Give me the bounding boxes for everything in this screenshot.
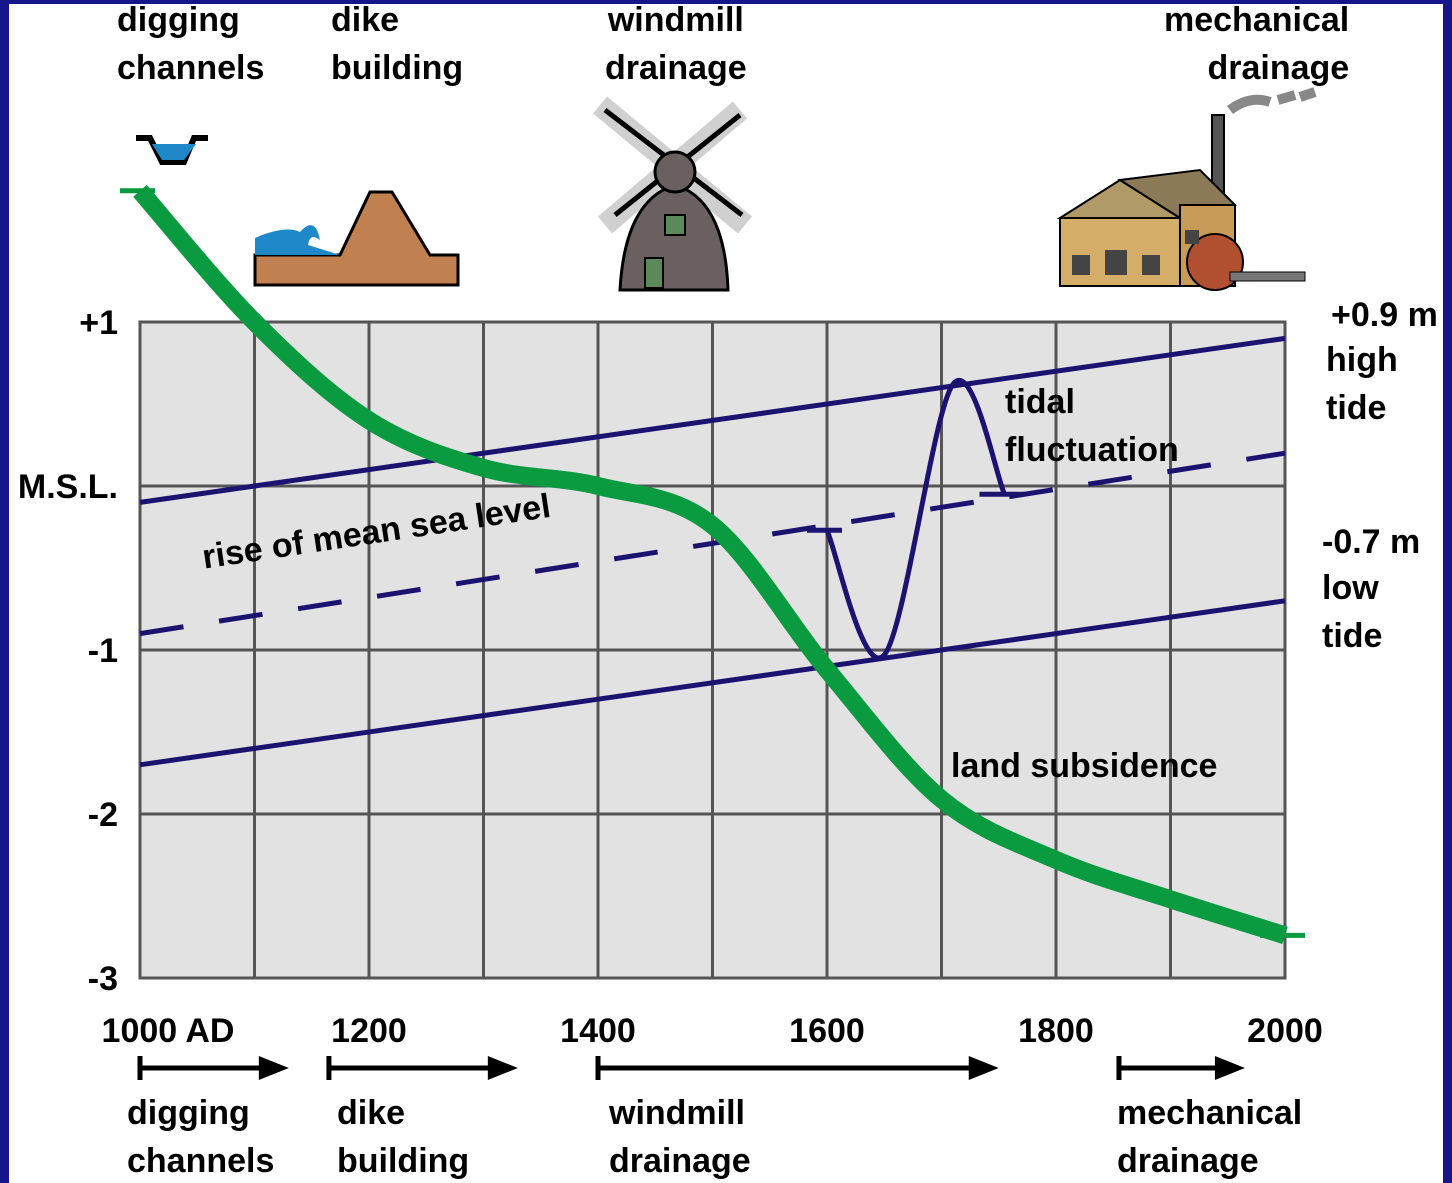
- chart: +1 M.S.L. -1 -2 -3 1000 AD 1200 1400 1600 1800 200…: [0, 0, 1452, 1183]
- x-tick-label: 1400: [560, 1012, 636, 1050]
- icons: [136, 92, 1315, 290]
- phase-label: digging channels: [127, 1089, 274, 1183]
- tidal-label: tidal fluctuation: [1005, 378, 1179, 474]
- x-tick-label: 2000: [1247, 1012, 1323, 1050]
- high-tide-label: high tide: [1326, 336, 1398, 432]
- y-tick-label: -3: [88, 960, 118, 998]
- high-tide-level: +0.9 m: [1331, 291, 1438, 339]
- x-tick-label: 1800: [1018, 1012, 1094, 1050]
- x-tick-label: 1600: [789, 1012, 865, 1050]
- y-tick-label: -2: [88, 796, 118, 834]
- x-tick-label: 1200: [331, 1012, 407, 1050]
- x-tick-label: 1000 AD: [102, 1012, 235, 1050]
- phase-label-top: digging channels: [117, 0, 264, 92]
- slide: +1 M.S.L. -1 -2 -3 1000 AD 1200 1400 1600 1800 200…: [0, 0, 1452, 1183]
- subsidence-label: land subsidence: [951, 742, 1217, 790]
- phase-label: windmill drainage: [609, 1089, 751, 1183]
- arrow-head: [488, 1056, 518, 1080]
- arrow-head: [969, 1056, 999, 1080]
- arrow-head: [1215, 1056, 1245, 1080]
- phase-label: dike building: [337, 1089, 469, 1183]
- y-tick-label: M.S.L.: [18, 468, 118, 506]
- phase-label-top: windmill drainage: [605, 0, 747, 92]
- low-tide-label: low tide: [1322, 564, 1382, 660]
- low-tide-level: -0.7 m: [1322, 518, 1420, 566]
- arrow-head: [259, 1056, 289, 1080]
- phase-label-top: mechanical drainage: [1164, 0, 1349, 92]
- y-tick-label: -1: [88, 632, 118, 670]
- phase-label: mechanical drainage: [1117, 1089, 1302, 1183]
- phase-label-top: dike building: [331, 0, 463, 92]
- y-tick-label: +1: [79, 304, 118, 342]
